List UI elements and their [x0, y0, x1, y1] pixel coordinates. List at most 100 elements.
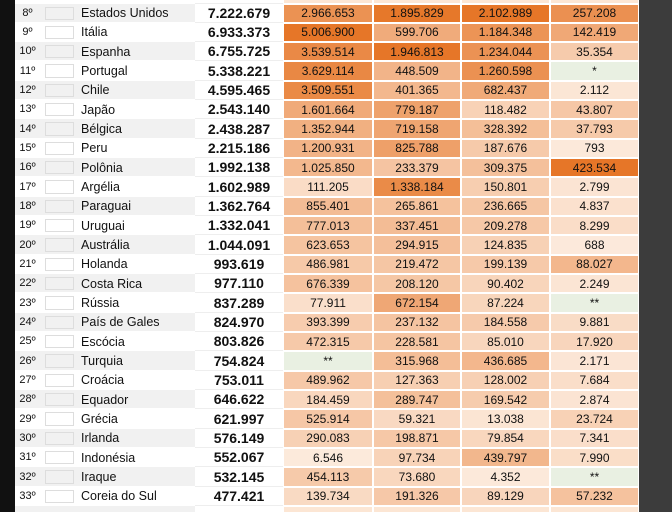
flag: [45, 83, 74, 98]
country: Grécia: [81, 412, 118, 427]
rank: 17º: [15, 177, 40, 197]
value-cell: 2.171: [550, 351, 639, 371]
value-cell: 623.653: [283, 235, 373, 255]
flag: [45, 277, 74, 291]
value-cell: 1.200.931: [283, 138, 373, 159]
value-cell: 23.724: [550, 409, 639, 429]
value-cell: 682.437: [461, 80, 550, 101]
flag: [45, 412, 74, 426]
value-cell: 265.861: [373, 196, 461, 217]
value-cell: 1.352.944: [283, 119, 373, 139]
value-cell: 199.139: [461, 254, 550, 275]
value-cell: 150.801: [461, 177, 550, 197]
country: Irlanda: [81, 431, 120, 446]
rank: 10º: [15, 42, 40, 62]
country-bg: [40, 216, 195, 236]
rank-cell: [15, 0, 40, 4]
total: 824.970: [195, 312, 283, 333]
country: Espanha: [81, 44, 131, 59]
value-cell: 436.685: [461, 351, 550, 371]
value-cell: [550, 0, 639, 4]
value-cell: 233.379: [373, 158, 461, 178]
country-bg: [40, 409, 195, 429]
value-cell: **: [550, 293, 639, 313]
country-bg: [40, 428, 195, 449]
value-cell: 1.338.184: [373, 177, 461, 197]
value-cell: 2.874: [550, 390, 639, 410]
value-cell: 1.184.348: [461, 22, 550, 43]
value-cell: 184.558: [461, 312, 550, 333]
value-cell: 855.401: [283, 196, 373, 217]
value-cell: 472.315: [283, 332, 373, 352]
value-cell: 236.665: [461, 196, 550, 217]
rank: 21º: [15, 254, 40, 275]
flag: [45, 393, 74, 407]
country: Indonésia: [81, 450, 136, 465]
flag: [45, 45, 74, 59]
value-cell: 777.013: [283, 216, 373, 236]
total: 2.215.186: [195, 138, 283, 159]
value-cell: 8.299: [550, 216, 639, 236]
value-cell: 401.365: [373, 80, 461, 101]
value-cell: 7.990: [550, 448, 639, 468]
country: Equador: [81, 392, 129, 407]
value-cell: [283, 506, 373, 512]
value-cell: 289.747: [373, 390, 461, 410]
value-cell: [373, 0, 461, 4]
flag: [45, 180, 74, 194]
total: 552.067: [195, 448, 283, 468]
country-bg: [40, 22, 195, 43]
rank: 18º: [15, 196, 40, 217]
value-cell: 779.187: [373, 100, 461, 120]
value-cell: 17.920: [550, 332, 639, 352]
value-cell: 139.734: [283, 486, 373, 507]
rank: 22º: [15, 274, 40, 294]
value-cell: 13.038: [461, 409, 550, 429]
value-cell: 4.837: [550, 196, 639, 217]
country: Holanda: [81, 257, 128, 272]
flag: [45, 141, 74, 156]
rank: 15º: [15, 138, 40, 159]
value-cell: 77.911: [283, 293, 373, 313]
flag: [45, 489, 74, 504]
rank: 33º: [15, 486, 40, 507]
value-cell: 89.129: [461, 486, 550, 507]
value-cell: 672.154: [373, 293, 461, 313]
value-cell: 489.962: [283, 370, 373, 391]
value-cell: 793: [550, 138, 639, 159]
value-cell: 209.278: [461, 216, 550, 236]
total: 1.044.091: [195, 235, 283, 255]
country: Chile: [81, 83, 110, 98]
rank: 11º: [15, 61, 40, 81]
total: 1.332.041: [195, 216, 283, 236]
value-cell: 1.946.813: [373, 42, 461, 62]
flag: [45, 219, 74, 233]
country-bg: [40, 138, 195, 159]
country-bg: [40, 158, 195, 178]
value-cell: 97.734: [373, 448, 461, 468]
total: 1.362.764: [195, 196, 283, 217]
total: 621.997: [195, 409, 283, 429]
value-cell: 59.321: [373, 409, 461, 429]
value-cell: 191.326: [373, 486, 461, 507]
country-bg: [40, 293, 195, 313]
country: Uruguai: [81, 218, 125, 233]
total-cell: [195, 0, 283, 4]
rank: 25º: [15, 332, 40, 352]
value-cell: 7.341: [550, 428, 639, 449]
value-cell: 5.006.900: [283, 22, 373, 43]
rank: 13º: [15, 100, 40, 120]
value-cell: 1.234.044: [461, 42, 550, 62]
value-cell: 1.895.829: [373, 3, 461, 23]
total: 532.145: [195, 467, 283, 487]
value-cell: 337.451: [373, 216, 461, 236]
value-cell: **: [283, 351, 373, 371]
rank: 31º: [15, 448, 40, 468]
value-cell: 454.113: [283, 467, 373, 487]
country: Paraguai: [81, 199, 132, 214]
value-cell: 825.788: [373, 138, 461, 159]
country-bg: [40, 3, 195, 23]
total: 2.438.287: [195, 119, 283, 139]
country: Iraque: [81, 470, 117, 485]
value-cell: 486.981: [283, 254, 373, 275]
